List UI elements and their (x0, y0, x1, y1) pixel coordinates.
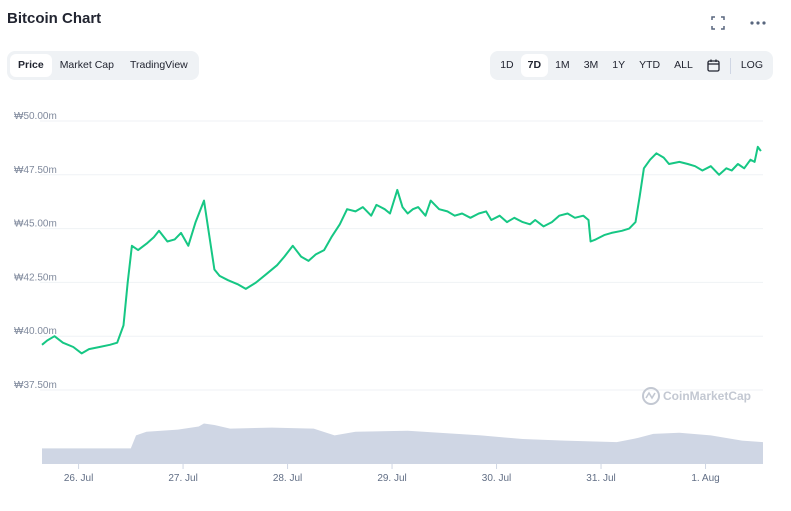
chart-actions (709, 14, 767, 32)
tab-price[interactable]: Price (10, 54, 52, 77)
x-tick-label: 1. Aug (691, 473, 719, 484)
log-toggle[interactable]: LOG (740, 59, 763, 71)
y-axis-labels: ₩50.00m ₩47.50m ₩45.00m ₩42.50m ₩40.00m ₩37.5… (14, 111, 57, 391)
price-line (41, 145, 762, 355)
watermark: CoinMarketCap (642, 387, 751, 405)
range-1y[interactable]: 1Y (612, 59, 626, 71)
range-1m[interactable]: 1M (555, 59, 570, 71)
range-all[interactable]: ALL (674, 59, 693, 71)
range-1d[interactable]: 1D (500, 59, 514, 71)
coinmarketcap-logo-icon (642, 387, 660, 405)
y-tick-label: ₩42.50m (14, 272, 57, 283)
fullscreen-icon[interactable] (709, 14, 727, 32)
range-ytd[interactable]: YTD (639, 59, 661, 71)
tab-tradingview[interactable]: TradingView (129, 59, 188, 71)
y-tick-label: ₩37.50m (14, 380, 57, 391)
y-tick-label: ₩40.00m (14, 326, 57, 337)
more-icon[interactable] (749, 14, 767, 32)
y-tick-label: ₩47.50m (14, 165, 57, 176)
range-divider (729, 57, 731, 74)
range-7d[interactable]: 7D (520, 54, 549, 77)
x-tick-label: 31. Jul (586, 473, 615, 484)
volume-area (42, 423, 763, 464)
volume-series (42, 423, 763, 464)
y-tick-label: ₩50.00m (14, 111, 57, 122)
calendar-icon[interactable] (700, 54, 727, 77)
x-tick-label: 28. Jul (273, 473, 302, 484)
range-3m[interactable]: 3M (583, 59, 599, 71)
y-tick-label: ₩45.00m (14, 219, 57, 230)
x-axis-labels: 26. Jul 27. Jul 28. Jul 29. Jul 30. Jul 31. J… (64, 464, 720, 484)
tab-market-cap[interactable]: Market Cap (59, 59, 114, 71)
watermark-text: CoinMarketCap (663, 389, 751, 403)
page-title: Bitcoin Chart (7, 10, 102, 27)
x-tick-label: 29. Jul (377, 473, 406, 484)
chart-type-tabs: Price Market Cap TradingView (7, 51, 199, 80)
time-range-selector: 1D 7D 1M 3M 1Y YTD ALL LOG (490, 51, 773, 80)
x-tick-label: 30. Jul (482, 473, 511, 484)
grid-lines (40, 120, 763, 391)
x-tick-label: 26. Jul (64, 473, 93, 484)
price-series-line (41, 145, 762, 355)
x-tick-label: 27. Jul (168, 473, 197, 484)
